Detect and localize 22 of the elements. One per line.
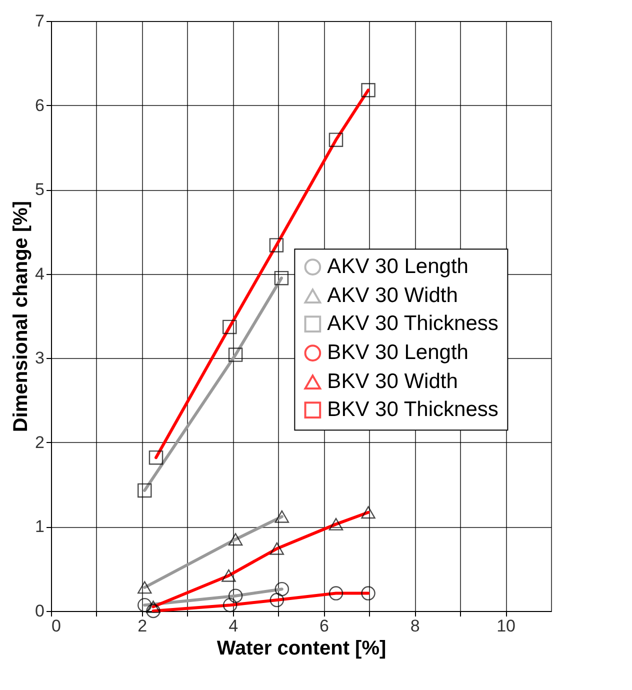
- x-tick-label: 6: [319, 616, 329, 636]
- legend-label: BKV 30 Width: [327, 370, 458, 394]
- y-axis-title: Dimensional change [%]: [10, 200, 32, 432]
- x-tick-label: 8: [410, 616, 420, 636]
- legend-label: BKV 30 Thickness: [327, 398, 498, 422]
- x-axis-title: Water content [%]: [216, 638, 386, 660]
- y-tick-label: 2: [35, 432, 44, 452]
- y-tick-label: 5: [35, 180, 44, 200]
- legend-label: AKV 30 Thickness: [327, 312, 498, 336]
- legend-label: AKV 30 Width: [327, 284, 458, 308]
- y-tick-label: 1: [35, 517, 44, 536]
- x-tick-label: 2: [138, 616, 148, 636]
- legend-label: BKV 30 Length: [327, 341, 468, 364]
- y-tick-label: 4: [35, 264, 44, 284]
- y-tick-label: 0: [35, 602, 44, 620]
- y-tick-label: 6: [35, 96, 44, 115]
- x-tick-label: 10: [496, 616, 516, 636]
- x-tick-label: 0: [52, 616, 61, 636]
- y-tick-label: 3: [35, 348, 44, 368]
- x-tick-label: 4: [228, 616, 238, 636]
- y-tick-label: 7: [35, 12, 44, 30]
- legend-label: AKV 30 Length: [327, 255, 468, 278]
